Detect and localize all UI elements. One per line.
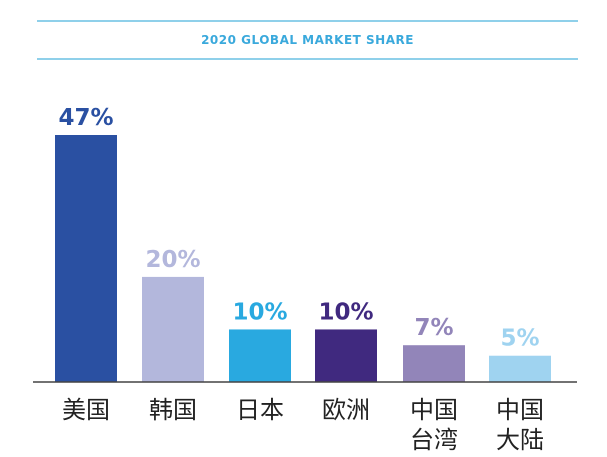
bar-0 — [55, 135, 117, 382]
category-label-5-1: 大陆 — [496, 426, 544, 454]
chart-title-band: 2020 GLOBAL MARKET SHARE — [37, 20, 578, 60]
bar-2 — [229, 329, 291, 382]
bar-1 — [142, 276, 204, 382]
category-label-5-0: 中国 — [496, 396, 544, 424]
bar-5 — [489, 355, 551, 382]
category-label-2-0: 日本 — [236, 396, 284, 424]
value-label-3: 10% — [318, 299, 373, 325]
category-label-1-0: 韩国 — [149, 396, 197, 424]
bar-4 — [403, 345, 465, 382]
category-label-4-1: 台湾 — [410, 426, 458, 454]
value-label-5: 5% — [500, 326, 539, 352]
value-label-2: 10% — [232, 299, 287, 325]
category-label-4-0: 中国 — [410, 396, 458, 424]
bar-3 — [315, 329, 377, 382]
value-label-1: 20% — [145, 247, 200, 273]
value-label-4: 7% — [414, 315, 453, 341]
value-label-0: 47% — [58, 105, 113, 131]
chart-title: 2020 GLOBAL MARKET SHARE — [201, 33, 414, 47]
category-label-3-0: 欧洲 — [322, 396, 370, 424]
category-label-0-0: 美国 — [62, 396, 110, 424]
